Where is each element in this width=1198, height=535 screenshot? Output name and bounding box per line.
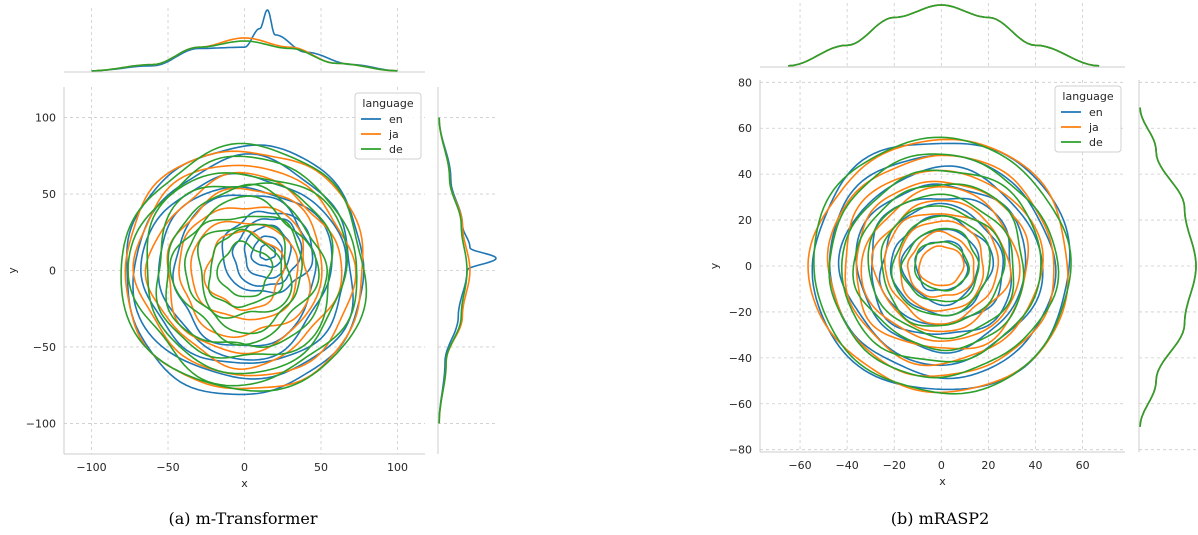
contour-line-de	[127, 155, 358, 387]
legend-label-de: de	[1089, 136, 1103, 149]
y-tick-label: −40	[729, 352, 752, 365]
legend-label-en: en	[389, 113, 403, 126]
marginal-y-curve-de	[438, 117, 468, 424]
contour-line-ja	[132, 164, 357, 377]
marginal-x-curve-de	[788, 4, 1100, 67]
y-tick-label: 50	[42, 188, 56, 201]
contour-line-de	[146, 172, 349, 375]
x-tick-label: 50	[314, 461, 328, 474]
legend-box	[354, 92, 422, 160]
legend: language en ja de	[354, 92, 422, 160]
y-tick-label: −60	[729, 398, 752, 411]
legend-label-en: en	[1089, 106, 1103, 119]
contour-line-de	[852, 183, 1025, 352]
y-tick-label: 60	[738, 122, 752, 135]
contour-line-de	[913, 241, 971, 292]
legend-label-ja: ja	[388, 128, 399, 141]
caption-a: (a) m-Transformer	[168, 509, 318, 528]
contours-ja	[788, 4, 1197, 427]
contour-line-de	[813, 136, 1072, 395]
contour-line-de	[890, 215, 991, 317]
contour-line-en	[125, 144, 365, 396]
contour-line-de	[900, 227, 980, 303]
marginal-y-curve-en	[438, 117, 497, 424]
contour-line-de	[120, 142, 368, 392]
contour-line-de	[169, 195, 320, 346]
contour-line-en	[914, 240, 969, 292]
contour-line-de	[165, 183, 329, 349]
y-axis-label: y	[708, 262, 721, 269]
x-tick-label: −50	[156, 461, 179, 474]
x-tick-label: 0	[938, 459, 945, 472]
contour-line-de	[207, 228, 284, 309]
x-tick-label: 100	[387, 461, 408, 474]
y-tick-label: −50	[33, 341, 56, 354]
marginal-x-curve-ja	[788, 4, 1100, 67]
contour-line-de	[196, 223, 293, 319]
contour-line-ja	[870, 199, 1012, 333]
contour-line-ja	[918, 245, 965, 287]
x-axis-label: x	[241, 477, 248, 490]
y-tick-label: −80	[729, 444, 752, 457]
contour-line-en-inner	[243, 224, 292, 279]
marginal-x-curve-de	[91, 40, 398, 72]
contour-line-en-inner	[250, 235, 283, 268]
x-tick-label: 40	[1029, 459, 1043, 472]
plot-a: −100 −50 0 50 100 −100 −50 0 50 100 x y language en ja…	[6, 8, 498, 490]
contour-line-ja	[860, 185, 1021, 343]
legend-title: language	[362, 97, 413, 110]
plot-b: −60 −40 −20 0 20 40 60 −80 −60 −40 −20 0 20 40 60 80 x y l…	[708, 3, 1198, 488]
x-tick-label: −60	[788, 459, 811, 472]
contours-de	[91, 40, 468, 424]
legend-box	[1054, 85, 1122, 153]
contours-en	[91, 9, 497, 424]
contour-line-ja	[144, 171, 343, 371]
contour-line-ja	[906, 230, 975, 298]
marginal-x-curve-en	[91, 9, 398, 72]
marginal-y-curve-ja	[1139, 107, 1197, 427]
marginal-y-curve-en	[1139, 107, 1197, 427]
marginal-y-curve-de	[1139, 107, 1197, 427]
y-tick-label: 20	[738, 214, 752, 227]
y-tick-label: −100	[26, 417, 56, 430]
contour-line-ja	[898, 220, 985, 312]
x-tick-label: 20	[981, 459, 995, 472]
contours-de	[788, 4, 1197, 427]
contour-line-en	[139, 172, 348, 365]
contour-line-de	[828, 153, 1060, 379]
contour-line-ja	[178, 206, 312, 339]
contour-line-ja	[190, 220, 299, 321]
legend-label-de: de	[389, 143, 403, 156]
contour-line-de	[841, 169, 1042, 363]
y-tick-label: 0	[49, 265, 56, 278]
contour-line-de	[867, 193, 1015, 340]
x-tick-label: 0	[241, 461, 248, 474]
y-tick-label: 100	[35, 112, 56, 125]
y-tick-label: 40	[738, 168, 752, 181]
y-tick-label: −20	[729, 306, 752, 319]
contour-line-de	[216, 240, 274, 298]
marginal-x-curve-en	[788, 4, 1100, 67]
contour-line-ja	[807, 138, 1069, 394]
caption-b: (b) mRASP2	[890, 509, 990, 528]
legend: language en ja de	[1054, 85, 1122, 153]
x-tick-label: −100	[76, 461, 106, 474]
y-axis-label: y	[6, 267, 19, 274]
contour-line-en-inner	[221, 210, 314, 294]
x-tick-label: −40	[836, 459, 859, 472]
contour-line-ja	[203, 230, 286, 311]
x-axis-label: x	[939, 475, 946, 488]
legend-label-ja: ja	[1088, 121, 1099, 134]
contour-line-ja	[826, 154, 1055, 378]
x-tick-label: 60	[1076, 459, 1090, 472]
y-tick-label: 0	[745, 260, 752, 273]
x-tick-label: −20	[883, 459, 906, 472]
contour-line-de	[183, 215, 304, 335]
legend-title: language	[1062, 90, 1113, 103]
contour-line-de	[880, 205, 1006, 327]
contour-line-en-inner	[231, 218, 303, 287]
y-tick-label: 80	[738, 76, 752, 89]
contour-line-de	[155, 182, 334, 359]
